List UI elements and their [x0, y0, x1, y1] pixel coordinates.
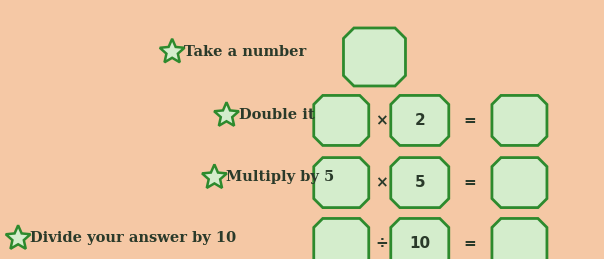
Polygon shape — [347, 32, 402, 82]
Polygon shape — [6, 225, 30, 249]
Polygon shape — [391, 218, 449, 259]
Polygon shape — [492, 157, 547, 208]
Text: ×: × — [375, 175, 388, 190]
Polygon shape — [214, 102, 239, 126]
Polygon shape — [313, 95, 369, 146]
Polygon shape — [344, 28, 405, 86]
Polygon shape — [313, 157, 369, 208]
Polygon shape — [202, 164, 226, 188]
Text: =: = — [463, 236, 476, 251]
Text: 10: 10 — [410, 236, 430, 251]
Polygon shape — [160, 39, 184, 62]
Polygon shape — [313, 218, 369, 259]
Text: ÷: ÷ — [375, 236, 388, 251]
Text: Multiply by 5: Multiply by 5 — [226, 170, 335, 184]
Text: =: = — [463, 175, 476, 190]
Text: Double it: Double it — [239, 108, 314, 122]
Polygon shape — [492, 95, 547, 146]
Text: 2: 2 — [414, 113, 425, 128]
Polygon shape — [492, 218, 547, 259]
Text: 5: 5 — [414, 175, 425, 190]
Text: Take a number: Take a number — [184, 45, 306, 59]
Text: =: = — [463, 113, 476, 128]
Text: Divide your answer by 10: Divide your answer by 10 — [30, 231, 236, 245]
Polygon shape — [391, 157, 449, 208]
Polygon shape — [391, 95, 449, 146]
Text: ×: × — [375, 113, 388, 128]
